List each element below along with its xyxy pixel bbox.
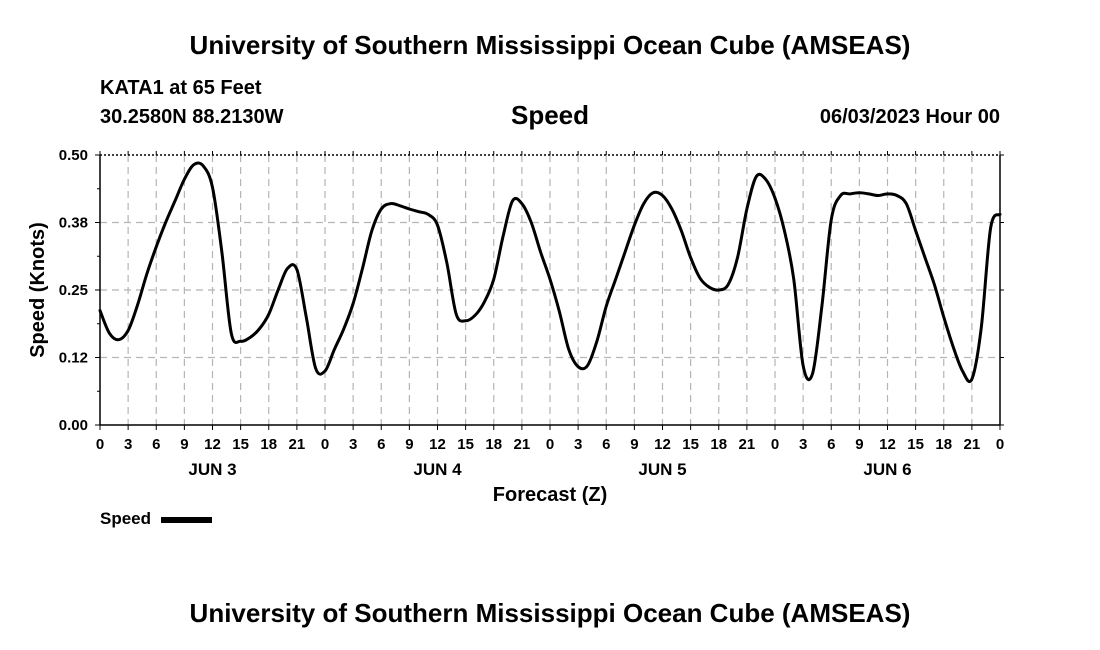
x-tick-label: 15 xyxy=(232,436,249,453)
legend-label: Speed xyxy=(100,509,152,528)
legend-line-swatch xyxy=(161,517,212,523)
x-tick-label: 9 xyxy=(630,436,638,453)
x-tick-label: 0 xyxy=(96,436,104,453)
x-tick-label: 21 xyxy=(514,436,531,453)
y-tick-label: 0.25 xyxy=(59,282,88,299)
x-tick-label: 21 xyxy=(964,436,981,453)
x-tick-label: 9 xyxy=(855,436,863,453)
x-tick-label: 15 xyxy=(682,436,699,453)
footer-title: University of Southern Mississippi Ocean… xyxy=(189,598,911,628)
x-tick-label: 6 xyxy=(602,436,610,453)
x-tick-label: 12 xyxy=(879,436,896,453)
x-axis-title: Forecast (Z) xyxy=(493,484,607,506)
x-tick-label: 6 xyxy=(152,436,160,453)
station-label: KATA1 at 65 Feet xyxy=(100,77,262,99)
day-label: JUN 5 xyxy=(638,460,686,479)
x-tick-label: 3 xyxy=(124,436,132,453)
x-tick-label: 18 xyxy=(710,436,727,453)
x-tick-label: 9 xyxy=(405,436,413,453)
day-label: JUN 4 xyxy=(413,460,462,479)
x-tick-label: 21 xyxy=(289,436,306,453)
series-line-speed xyxy=(98,161,1002,384)
x-tick-label: 6 xyxy=(377,436,385,453)
x-tick-label: 0 xyxy=(996,436,1004,453)
x-tick-label: 9 xyxy=(180,436,188,453)
x-tick-label: 18 xyxy=(935,436,952,453)
x-tick-label: 0 xyxy=(771,436,779,453)
x-tick-label: 18 xyxy=(485,436,502,453)
x-tick-label: 3 xyxy=(799,436,807,453)
x-tick-label: 0 xyxy=(321,436,329,453)
parameter-label: Speed xyxy=(510,100,590,130)
x-tick-label: 0 xyxy=(546,436,554,453)
day-label: JUN 3 xyxy=(188,460,236,479)
coordinates-label: 30.2580N 88.2130W xyxy=(100,106,284,128)
x-tick-label: 21 xyxy=(739,436,756,453)
y-tick-label: 0.50 xyxy=(59,147,88,164)
y-tick-label: 0.38 xyxy=(59,215,88,232)
x-tick-label: 6 xyxy=(827,436,835,453)
x-tick-label: 12 xyxy=(654,436,671,453)
y-tick-label: 0.00 xyxy=(59,417,88,434)
x-tick-label: 15 xyxy=(457,436,474,453)
y-tick-label: 0.12 xyxy=(59,350,88,367)
day-label: JUN 6 xyxy=(863,460,911,479)
run-time-label: 06/03/2023 Hour 00 xyxy=(819,106,1000,128)
chart-title: University of Southern Mississippi Ocean… xyxy=(189,30,911,60)
x-tick-label: 3 xyxy=(349,436,357,453)
x-tick-label: 12 xyxy=(204,436,221,453)
x-tick-label: 15 xyxy=(907,436,924,453)
x-tick-label: 12 xyxy=(429,436,446,453)
x-tick-label: 18 xyxy=(260,436,277,453)
y-axis-title: Speed (Knots) xyxy=(27,222,49,358)
x-tick-label: 3 xyxy=(574,436,582,453)
